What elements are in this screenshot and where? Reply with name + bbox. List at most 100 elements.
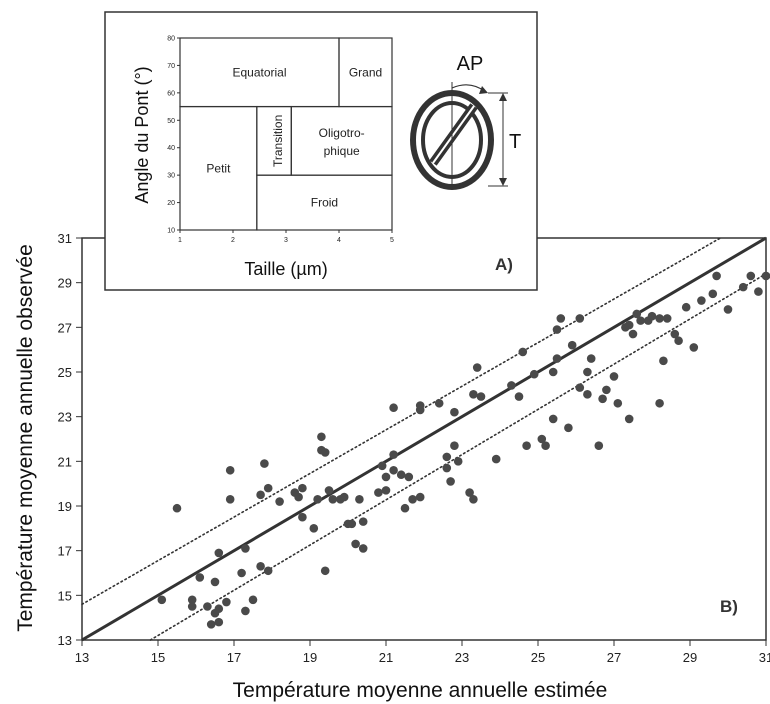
data-point — [241, 607, 250, 616]
inset-y-tick-label: 30 — [167, 173, 175, 180]
data-point — [329, 495, 338, 504]
confidence-bound-line — [150, 274, 766, 640]
data-point — [625, 321, 634, 330]
data-point — [709, 290, 718, 299]
data-point — [682, 303, 691, 312]
y-tick-label: 29 — [58, 276, 72, 291]
region-label: Transition — [271, 115, 285, 167]
data-point — [469, 390, 478, 399]
inset-y-tick-label: 50 — [167, 118, 175, 125]
data-point — [378, 462, 387, 471]
data-point — [697, 296, 706, 305]
data-point — [648, 312, 657, 321]
data-point — [450, 408, 459, 417]
inset-x-axis-title: Taille (µm) — [244, 259, 327, 279]
inset-y-axis-title: Angle du Pont (°) — [132, 66, 152, 203]
angle-label: AP — [457, 53, 484, 75]
data-point — [408, 495, 417, 504]
data-point — [469, 495, 478, 504]
x-axis-title: Température moyenne annuelle estimée — [233, 679, 608, 702]
data-point — [610, 372, 619, 381]
data-point — [625, 415, 634, 424]
region-label: Froid — [311, 196, 338, 210]
y-axis-title: Température moyenne annuelle observée — [14, 244, 37, 632]
data-point — [655, 399, 664, 408]
y-tick-label: 21 — [58, 454, 72, 469]
data-point — [754, 287, 763, 296]
data-point — [215, 604, 224, 613]
x-tick-label: 15 — [151, 650, 165, 665]
region-label: Petit — [206, 161, 231, 175]
data-point — [739, 283, 748, 292]
inset-y-tick-label: 40 — [167, 145, 175, 152]
inset-x-tick-label: 4 — [337, 237, 341, 244]
data-point — [443, 453, 452, 462]
data-point — [340, 493, 349, 502]
data-point — [747, 272, 756, 281]
data-point — [583, 390, 592, 399]
data-point — [382, 473, 391, 482]
data-point — [275, 497, 284, 506]
x-tick-label: 13 — [75, 650, 89, 665]
inset-x-tick-label: 2 — [231, 237, 235, 244]
data-point — [522, 441, 531, 450]
inset-y-tick-label: 20 — [167, 200, 175, 207]
inset-x-tick-label: 3 — [284, 237, 288, 244]
data-point — [215, 618, 224, 627]
data-point — [264, 566, 273, 575]
data-point — [549, 415, 558, 424]
data-point — [576, 383, 585, 392]
data-point — [557, 314, 566, 323]
data-point — [519, 348, 528, 357]
region-label: Equatorial — [232, 65, 286, 79]
regression-lines — [82, 238, 766, 640]
inset-x-tick-label: 1 — [178, 237, 182, 244]
confidence-bound-line — [82, 238, 720, 604]
scatter-plot-b: 13 15 17 19 21 23 25 27 29 3113151719212325272931… — [14, 231, 770, 702]
data-point — [450, 441, 459, 450]
y-tick-label: 19 — [58, 499, 72, 514]
data-point — [401, 504, 410, 513]
data-point — [515, 392, 524, 401]
y-tick-label: 31 — [58, 231, 72, 246]
data-point — [348, 520, 357, 529]
data-point — [553, 325, 562, 334]
data-point — [355, 495, 364, 504]
inset-diagram-a: 1 2 3 4 51020304050607080 Equatorial GrandPet… — [105, 12, 537, 290]
data-point — [321, 448, 330, 457]
data-point — [473, 363, 482, 372]
data-point — [595, 441, 604, 450]
inset-y-tick-label: 70 — [167, 63, 175, 70]
y-tick-label: 13 — [58, 633, 72, 648]
data-point — [397, 470, 406, 479]
data-point — [416, 401, 425, 410]
x-tick-label: 29 — [683, 650, 697, 665]
data-point — [587, 354, 596, 363]
data-point — [507, 381, 516, 390]
data-point — [173, 504, 182, 513]
data-point — [359, 517, 368, 526]
x-tick-label: 21 — [379, 650, 393, 665]
data-point — [712, 272, 721, 281]
data-point — [211, 578, 220, 587]
data-point — [454, 457, 463, 466]
data-point — [435, 399, 444, 408]
data-point — [260, 459, 269, 468]
data-point — [226, 495, 235, 504]
data-point — [553, 354, 562, 363]
data-point — [655, 314, 664, 323]
data-point — [203, 602, 212, 611]
data-point — [215, 549, 224, 558]
x-tick-label: 27 — [607, 650, 621, 665]
data-point — [443, 464, 452, 473]
data-point — [158, 596, 167, 605]
data-point — [389, 466, 398, 475]
regression-line — [82, 238, 766, 640]
data-point — [351, 540, 360, 549]
x-tick-label: 17 — [227, 650, 241, 665]
data-point — [264, 484, 273, 493]
x-tick-label: 25 — [531, 650, 545, 665]
data-point — [405, 473, 414, 482]
data-point — [629, 330, 638, 339]
